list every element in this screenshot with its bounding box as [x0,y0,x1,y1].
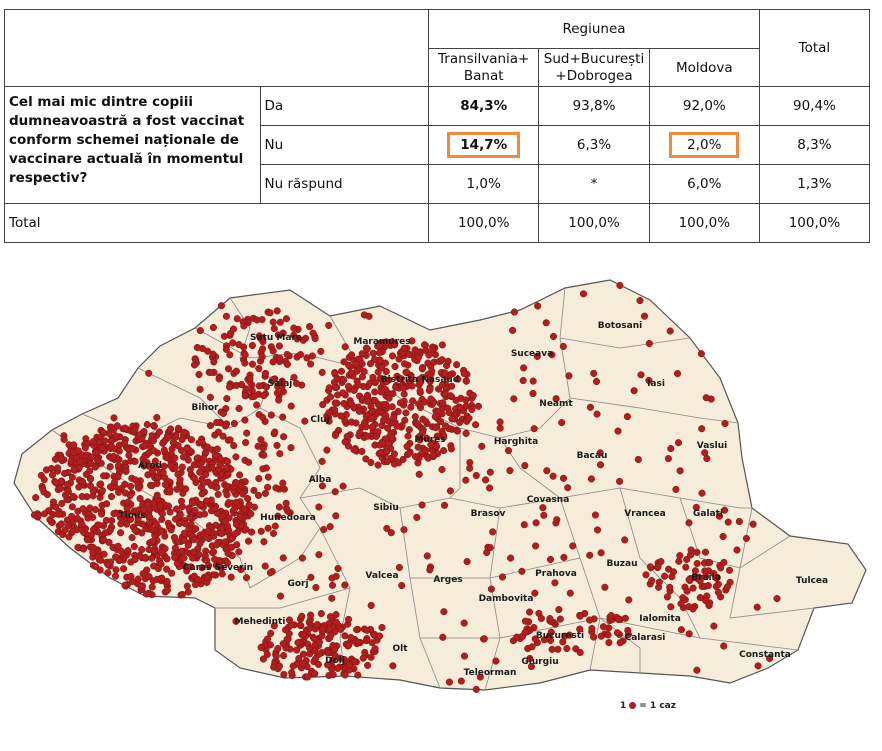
county-label: Harghita [494,437,538,447]
county-label: Dolj [325,656,345,666]
total-moldova: 100,0% [648,203,760,243]
county-label: Salaj [268,379,293,389]
row-label-da: Da [259,86,430,126]
county-label: Calarasi [625,633,666,643]
cell-nu-moldova-highlighted: 2,0% [669,132,740,158]
county-label: Covasna [527,495,570,505]
county-label: Bistrita Nasaud [381,375,460,385]
county-label: Maramures [353,337,410,347]
total-sud: 100,0% [538,203,650,243]
map-legend: 1 = 1 caz [620,701,676,711]
total-total: 100,0% [758,203,871,243]
county-label: Giurgiu [521,657,558,667]
county-label: Galati [693,509,723,519]
cell-nr-moldova: 6,0% [648,164,760,204]
survey-table: Regiunea Total Transilvania+ Banat Sud+B… [3,9,871,243]
col-header-transilvania: Transilvania+ Banat [428,48,540,87]
region-header: Regiunea [428,9,760,49]
row-label-nu: Nu [259,125,430,165]
romania-measles-map: Satu Mare Maramures Suceava Botosani Salaj Bi… [13,279,867,693]
county-label: Ialomita [639,614,681,624]
cell-nr-transilvania: 1,0% [428,164,540,204]
total-transilvania: 100,0% [428,203,540,243]
legend-dot-icon [629,702,637,709]
county-label: Timis [118,511,145,521]
county-label: Botosani [598,321,642,331]
county-label: Vaslui [697,441,727,451]
county-label: Arges [433,575,462,585]
county-label: Caras Severin [183,563,253,573]
county-label: Neamt [539,399,573,409]
cell-nr-total: 1,3% [758,164,871,204]
county-label: Suceava [511,349,553,359]
cell-da-transilvania: 84,3% [428,86,540,126]
county-label: Brasov [471,509,506,519]
cell-da-moldova: 92,0% [648,86,760,126]
county-label: Mures [414,435,445,445]
row-label-nu-raspund: Nu răspund [259,164,430,204]
legend-text: = 1 caz [639,701,676,711]
county-label: Bacau [577,451,608,461]
county-label: Sibiu [373,503,399,513]
cell-da-total: 90,4% [758,86,871,126]
county-label: Valcea [365,571,398,581]
county-label: Bihor [192,403,220,413]
empty-corner-cell [3,9,430,87]
legend-count: 1 [620,701,627,711]
county-label: Dambovita [479,594,534,604]
county-label: Alba [309,475,332,485]
county-label: Bucuresti [536,631,584,641]
county-label: Olt [392,644,408,654]
cell-nu-total: 8,3% [758,125,871,165]
county-label: Teleorman [464,668,517,678]
county-label: Tulcea [796,576,828,586]
county-label: Gorj [287,579,308,589]
cell-da-sud: 93,8% [538,86,650,126]
county-label: Constanta [739,650,791,660]
cell-nu-transilvania-highlighted: 14,7% [447,132,521,158]
cell-nr-sud: * [538,164,650,204]
cell-nu-sud: 6,3% [538,125,650,165]
county-label: Mehedinti [235,617,286,627]
total-header: Total [758,9,871,87]
county-label: Prahova [535,569,577,579]
county-labels: Satu Mare Maramures Suceava Botosani Salaj Bi… [118,321,828,678]
county-label: Cluj [310,415,329,425]
county-label: Vrancea [624,509,665,519]
county-label: Satu Mare [250,333,302,343]
county-label: Braila [691,573,721,583]
county-label: Buzau [607,559,638,569]
county-label: Iasi [647,379,665,389]
question-cell: Cel mai mic dintre copiii dumneavoastră … [4,86,261,204]
county-label: Hunedoara [260,513,316,523]
col-header-sud: Sud+București +Dobrogea [538,48,650,87]
col-header-moldova: Moldova [648,48,760,87]
county-label: Arad [138,461,162,471]
case-dots [30,281,781,693]
total-row-label: Total [3,203,430,243]
